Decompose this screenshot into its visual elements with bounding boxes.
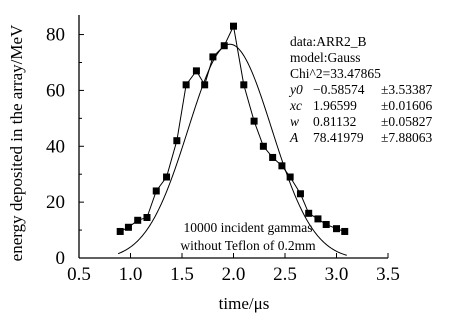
fit-info-box: data:ARR2_B model:Gauss Chi^2=33.47865 y… [288, 34, 433, 145]
data-point [305, 209, 313, 217]
data-point [209, 53, 217, 61]
fit-param-value: 0.81132 [313, 114, 356, 129]
data-point [163, 173, 171, 181]
gauss-fit-curve [117, 43, 347, 256]
data-point [314, 215, 322, 223]
tick-labels: 0.5 1.0 1.5 2.0 2.5 3.0 3.5 0 20 40 60 80 [46, 25, 400, 285]
data-point [250, 117, 258, 125]
x-tick-label: 3.5 [376, 264, 400, 285]
data-point [220, 42, 228, 50]
fit-param-name: A [289, 130, 299, 145]
fit-param-name: y0 [288, 82, 303, 97]
y-tick-label: 80 [46, 25, 65, 46]
fit-param-value: 78.41979 [313, 130, 364, 145]
fit-parameter-rows: y0 −0.58574 ±3.53387 xc 1.96599 ±0.01606 w 0.81… [288, 82, 433, 145]
data-point [322, 220, 330, 228]
data-point [341, 227, 349, 235]
y-tick-label: 0 [56, 248, 66, 269]
x-tick-label: 2.5 [273, 264, 297, 285]
data-point [230, 22, 237, 30]
fit-model-label: model:Gauss [290, 50, 361, 65]
data-point [201, 81, 209, 89]
data-point [143, 214, 151, 221]
y-axis-title: energy deposited in the array/MeV [7, 24, 26, 261]
data-point-markers [116, 22, 349, 235]
fit-data-label: data:ARR2_B [290, 34, 367, 49]
fit-param-error: ±7.88063 [381, 130, 433, 145]
x-tick-label: 2.0 [222, 264, 246, 285]
fit-param-error: ±0.01606 [381, 98, 433, 113]
fit-param-value: 1.96599 [313, 98, 357, 113]
data-point [124, 223, 132, 231]
x-tick-label: 3.0 [325, 264, 349, 285]
x-tick-label: 0.5 [67, 264, 91, 285]
note-line-2: without Teflon of 0.2mm [180, 238, 316, 253]
data-point [152, 187, 160, 195]
data-point [286, 173, 294, 181]
data-point [278, 162, 286, 170]
fit-param-name: xc [289, 98, 302, 113]
data-point [134, 216, 142, 224]
y-tick-label: 60 [46, 80, 65, 101]
data-point [296, 190, 304, 198]
fit-param-error: ±0.05827 [381, 114, 433, 129]
data-point [173, 137, 181, 145]
data-point [182, 81, 190, 89]
data-point [259, 142, 267, 150]
ticks [78, 34, 389, 259]
fit-param-value: −0.58574 [313, 82, 365, 97]
note-line-1: 10000 incident gammas [184, 220, 313, 235]
data-point [269, 153, 277, 161]
fit-param-error: ±3.53387 [381, 82, 433, 97]
x-axis-title: time/μs [219, 294, 270, 313]
data-point [240, 81, 248, 89]
x-tick-label: 1.0 [119, 264, 143, 285]
data-point [333, 225, 340, 233]
fit-param-name: w [290, 114, 299, 129]
data-point [116, 227, 124, 235]
y-tick-label: 20 [46, 192, 65, 213]
data-point [192, 67, 200, 75]
y-tick-label: 40 [46, 136, 65, 157]
x-tick-label: 1.5 [170, 264, 194, 285]
fit-chi-label: Chi^2=33.47865 [290, 66, 381, 81]
